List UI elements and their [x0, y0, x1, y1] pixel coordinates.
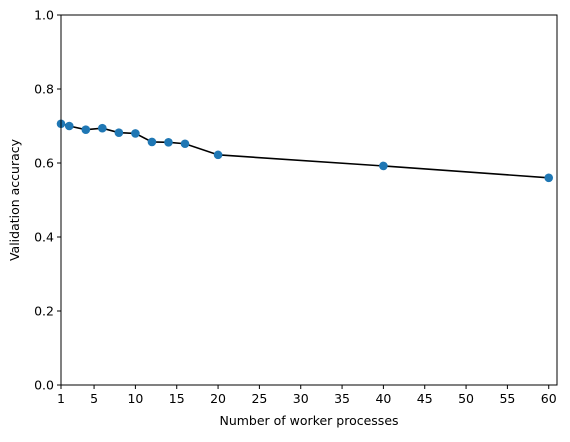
data-point — [180, 139, 190, 149]
data-point — [213, 150, 223, 160]
x-tick-label: 30 — [293, 391, 309, 406]
y-axis-label: Validation accuracy — [7, 138, 22, 261]
x-tick-label: 45 — [417, 391, 433, 406]
x-tick-label: 20 — [210, 391, 226, 406]
data-point — [98, 123, 107, 133]
data-point — [114, 128, 124, 137]
data-point — [164, 137, 173, 147]
x-tick-label: 10 — [127, 391, 143, 406]
x-tick-label: 15 — [169, 391, 185, 406]
x-tick-label: 25 — [251, 391, 267, 406]
data-point — [379, 161, 388, 171]
x-tick-label: 35 — [334, 391, 350, 406]
y-tick-label: 0.6 — [34, 156, 54, 171]
y-tick-label: 0.8 — [34, 82, 54, 97]
x-tick-label: 5 — [90, 391, 98, 406]
x-tick-label: 50 — [458, 391, 474, 406]
x-tick-label: 40 — [375, 391, 391, 406]
data-series — [56, 119, 554, 183]
data-point — [81, 125, 91, 134]
x-axis-label: Number of worker processes — [219, 413, 398, 428]
y-tick-label: 1.0 — [34, 8, 54, 23]
y-tick-label: 0.2 — [34, 304, 54, 319]
plot-frame — [60, 14, 558, 386]
y-tick-label: 0.4 — [34, 230, 54, 245]
data-point — [131, 129, 140, 138]
data-point — [544, 173, 554, 183]
data-point — [64, 121, 74, 131]
y-tick-label: 0.0 — [34, 378, 54, 393]
x-tick-label: 1 — [57, 391, 65, 406]
x-tick-label: 55 — [499, 391, 515, 406]
data-point — [147, 137, 157, 147]
x-tick-label: 60 — [541, 391, 557, 406]
axes: 1 5 10 15 20 25 30 35 40 45 50 55 600.00.20.40.60.81… — [34, 8, 557, 407]
